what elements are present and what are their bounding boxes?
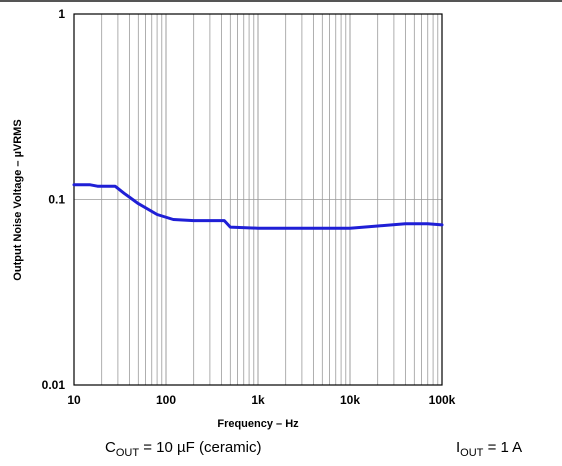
iout-caption-sub: OUT bbox=[460, 447, 484, 459]
plot-frame bbox=[73, 13, 443, 386]
x-tick-label: 10 bbox=[67, 393, 81, 407]
x-tick-label: 10k bbox=[340, 393, 360, 407]
top-rule bbox=[0, 0, 562, 2]
x-tick-labels: 10 100 1k 10k 100k bbox=[67, 393, 455, 407]
x-tick-label: 100 bbox=[156, 393, 176, 407]
x-tick-label: 100k bbox=[429, 393, 456, 407]
x-axis-label: Frequency – Hz bbox=[217, 418, 299, 430]
cout-caption-sub: OUT bbox=[116, 447, 140, 459]
y-axis-label-main: Output Noise Voltage – µV bbox=[12, 143, 24, 281]
y-axis-label-sub: RMS bbox=[12, 119, 24, 143]
y-axis-label: Output Noise Voltage – µVRMS bbox=[12, 119, 24, 280]
iout-caption-main: I bbox=[456, 439, 460, 456]
cout-caption-main: C bbox=[105, 439, 116, 456]
y-tick-label: 1 bbox=[58, 7, 65, 21]
series-line bbox=[72, 183, 444, 230]
y-tick-label: 0.01 bbox=[42, 378, 66, 392]
y-tick-labels: 1 0.1 0.01 bbox=[42, 7, 66, 392]
cout-caption: COUT = 10 µF (ceramic) bbox=[105, 439, 262, 459]
x-tick-label: 1k bbox=[251, 393, 265, 407]
iout-caption: IOUT = 1 A bbox=[456, 439, 522, 459]
cout-caption-rest: = 10 µF (ceramic) bbox=[139, 439, 261, 456]
y-tick-label: 0.1 bbox=[48, 193, 65, 207]
grid bbox=[74, 14, 442, 385]
iout-caption-rest: = 1 A bbox=[483, 439, 522, 456]
